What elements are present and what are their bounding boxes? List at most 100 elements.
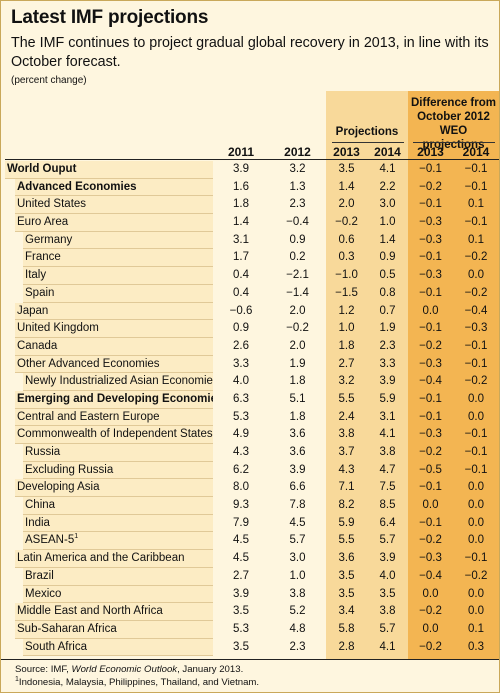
cell-value: 1.4 — [338, 180, 355, 193]
cell-value: −0.3 — [419, 428, 442, 441]
cell-value: 2.4 — [338, 410, 355, 423]
unit-note: (percent change) — [11, 75, 87, 86]
row-label: United Kingdom — [15, 320, 213, 338]
row-label-text: Euro Area — [17, 216, 69, 229]
difference-header: Difference from October 2012 WEO project… — [411, 97, 496, 151]
cell-value: −0.1 — [464, 552, 488, 565]
row-label-text: France — [25, 251, 61, 264]
cell-value: 1.0 — [289, 569, 306, 582]
year-header: 2013 — [333, 145, 360, 159]
cell-value: 0.0 — [468, 534, 484, 547]
row-label-text: Commonwealth of Independent States — [17, 428, 213, 441]
table-row: Japan −0.6 2.0 1.2 0.7 0.0 −0.4 — [1, 302, 499, 321]
cell-value: −0.1 — [419, 251, 442, 264]
footnote-marker: 1 — [15, 675, 19, 683]
cell-value: 0.5 — [379, 269, 396, 282]
row-label-text: Germany — [25, 233, 73, 246]
cell-value: −1.0 — [335, 269, 358, 282]
cell-value: 4.9 — [233, 428, 249, 441]
cell-value: 1.4 — [233, 216, 249, 229]
cell-value: −0.1 — [464, 446, 488, 458]
cell-value: 5.9 — [338, 516, 355, 529]
cell-value: 3.9 — [233, 163, 249, 175]
row-label: Excluding Russia — [23, 461, 213, 480]
cell-value: 5.3 — [233, 410, 249, 423]
row-label: Commonwealth of Independent States — [15, 426, 213, 444]
table-row: Canada 2.6 2.0 1.8 2.3 −0.2 −0.1 — [1, 337, 499, 356]
row-label-text: Mexico — [25, 587, 62, 600]
cell-value: 0.0 — [422, 304, 439, 317]
footnote-ref: 1 — [74, 533, 79, 541]
cell-value: 0.0 — [468, 516, 484, 529]
cell-value: 4.1 — [379, 163, 396, 175]
cell-value: −0.1 — [419, 286, 442, 299]
cell-value: −0.2 — [464, 569, 488, 582]
cell-value: −0.4 — [419, 569, 442, 582]
year-header: 2011 — [227, 145, 255, 159]
table-row: Sub-Saharan Africa 5.3 4.8 5.8 5.7 0.0 0.1 — [1, 620, 499, 639]
table-row: United Kingdom 0.9 −0.2 1.0 1.9 −0.1 −0.3 — [1, 320, 499, 338]
cell-value: 3.0 — [289, 552, 306, 565]
source-prefix: Source: IMF, — [15, 664, 72, 675]
cell-value: 0.0 — [468, 392, 484, 405]
cell-value: −0.2 — [286, 322, 309, 335]
cell-value: 0.6 — [338, 233, 355, 246]
row-label: United States — [15, 196, 213, 215]
row-label-text: United Kingdom — [17, 322, 99, 335]
cell-value: 5.8 — [338, 622, 355, 635]
cell-value: 0.9 — [289, 233, 306, 246]
source-title: World Economic Outlook — [71, 664, 178, 675]
cell-value: 6.4 — [379, 516, 396, 529]
cell-value: −0.2 — [335, 216, 358, 229]
cell-value: 3.1 — [233, 233, 249, 246]
cell-value: −0.1 — [464, 463, 488, 476]
cell-value: 1.9 — [289, 357, 306, 370]
cell-value: 4.3 — [233, 446, 249, 458]
cell-value: 5.5 — [338, 534, 355, 547]
row-label-text: Brazil — [25, 569, 54, 582]
cell-value: −0.1 — [464, 216, 488, 229]
row-label: Central and Eastern Europe — [15, 408, 213, 427]
cell-value: 3.2 — [338, 375, 355, 388]
cell-value: 2.0 — [289, 304, 306, 317]
table-row: Advanced Economies 1.6 1.3 1.4 2.2 −0.2 −0.1 — [1, 178, 499, 197]
cell-value: −0.4 — [419, 375, 442, 388]
row-label-text: South Africa — [25, 640, 88, 653]
row-label: Spain — [23, 284, 213, 303]
header-rule — [5, 159, 499, 160]
cell-value: 3.9 — [289, 463, 306, 476]
row-label-text: Newly Industrialized Asian Economies — [25, 375, 213, 388]
cell-value: −0.3 — [419, 552, 442, 565]
cell-value: 8.0 — [233, 481, 249, 494]
cell-value: 3.9 — [379, 552, 396, 565]
cell-value: 0.1 — [468, 233, 484, 246]
row-label-text: Latin America and the Caribbean — [17, 552, 185, 565]
row-label: Germany — [23, 231, 213, 250]
cell-value: −1.4 — [286, 286, 309, 299]
cell-value: 4.1 — [379, 428, 396, 441]
cell-value: 5.7 — [379, 534, 396, 547]
cell-value: 2.6 — [233, 339, 249, 352]
footnote-text: Indonesia, Malaysia, Philippines, Thaila… — [18, 677, 260, 688]
cell-value: −1.5 — [335, 286, 358, 299]
cell-value: 2.8 — [338, 640, 355, 653]
row-label-text: China — [25, 499, 56, 512]
cell-value: 1.8 — [289, 375, 306, 388]
cell-value: 0.0 — [468, 481, 484, 494]
cell-value: 1.8 — [289, 410, 306, 423]
row-label: Canada — [15, 337, 213, 356]
row-label-text: Japan — [17, 304, 49, 317]
cell-value: 5.9 — [379, 392, 396, 405]
cell-value: 2.7 — [338, 357, 355, 370]
cell-value: −0.1 — [419, 392, 442, 405]
table-row: Emerging and Developing Economies 6.3 5.1 5… — [1, 390, 499, 409]
cell-value: 3.5 — [379, 587, 396, 600]
table-row: Middle East and North Africa 3.5 5.2 3.4 3.8… — [1, 603, 499, 621]
row-label: Brazil — [23, 567, 213, 586]
table-body: World Ouput 3.9 3.2 3.5 4.1 −0.1 −0.1 Advanced … — [1, 161, 499, 657]
cell-value: 4.0 — [379, 569, 396, 582]
cell-value: 0.0 — [468, 587, 484, 600]
row-label: Japan — [15, 302, 213, 321]
cell-value: −0.2 — [419, 534, 442, 547]
